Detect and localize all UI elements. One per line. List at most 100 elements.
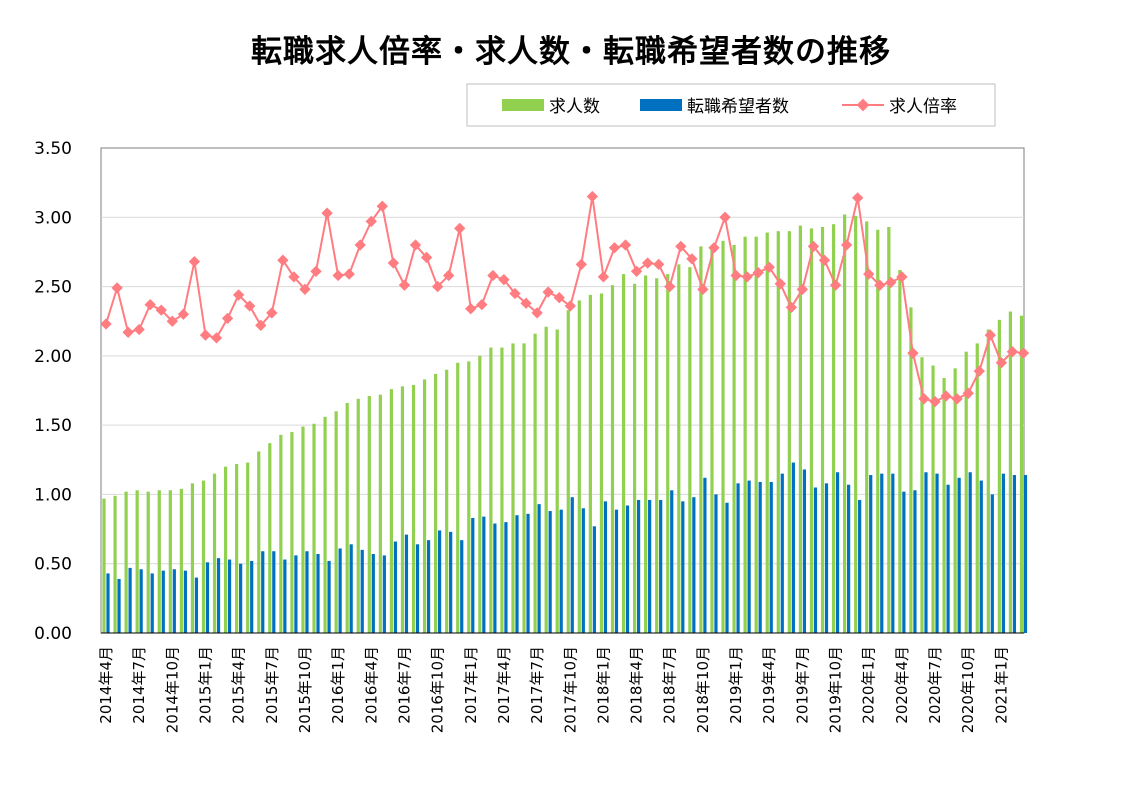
ratio-point-27 xyxy=(398,279,411,291)
bar-job-seekers-75 xyxy=(935,473,939,633)
ratio-point-4 xyxy=(144,298,156,311)
bar-job-seekers-58 xyxy=(747,480,751,633)
ratio-point-64 xyxy=(807,240,820,253)
x-tick-label-19: 2019年1月 xyxy=(727,646,745,724)
bar-job-seekers-64 xyxy=(813,487,818,633)
ratio-point-16 xyxy=(277,254,289,266)
bar-job-seekers-21 xyxy=(338,548,342,633)
bar-job-openings-47 xyxy=(621,274,626,633)
x-tick-label-8: 2016年4月 xyxy=(362,646,380,724)
ratio-point-73 xyxy=(907,347,919,359)
x-tick-label-2: 2014年10月 xyxy=(163,646,181,733)
bar-job-openings-22 xyxy=(345,402,349,633)
bar-job-seekers-37 xyxy=(515,515,519,633)
y-tick-label-2: 1.00 xyxy=(34,485,72,505)
ratio-point-35 xyxy=(487,269,499,282)
bar-job-openings-34 xyxy=(478,355,482,633)
ratio-point-72 xyxy=(896,271,908,283)
bar-job-seekers-9 xyxy=(205,562,210,633)
bar-job-openings-14 xyxy=(257,451,261,633)
bar-job-seekers-16 xyxy=(283,559,287,633)
bar-job-seekers-66 xyxy=(835,472,840,633)
bar-job-openings-67 xyxy=(843,214,847,633)
ratio-point-43 xyxy=(575,258,587,271)
bar-job-openings-75 xyxy=(931,365,935,633)
bar-job-seekers-43 xyxy=(581,508,585,633)
bar-job-seekers-5 xyxy=(161,570,165,633)
ratio-point-83 xyxy=(1017,347,1030,359)
bar-job-seekers-12 xyxy=(239,563,243,633)
x-tick-label-25: 2020年7月 xyxy=(926,646,944,724)
bar-job-openings-10 xyxy=(212,473,217,633)
bar-job-seekers-25 xyxy=(382,555,386,633)
series-job-seekers-bars xyxy=(106,462,1028,633)
bar-job-openings-20 xyxy=(323,416,327,633)
x-tick-label-7: 2016年1月 xyxy=(329,646,347,724)
bar-job-openings-15 xyxy=(268,443,272,633)
ratio-point-65 xyxy=(818,254,831,266)
ratio-point-15 xyxy=(266,307,278,319)
x-tick-label-14: 2017年10月 xyxy=(561,646,579,733)
ratio-point-41 xyxy=(553,292,565,304)
ratio-point-50 xyxy=(653,258,665,271)
x-tick-label-21: 2019年7月 xyxy=(793,646,811,724)
bar-job-seekers-15 xyxy=(272,551,276,633)
ratio-point-81 xyxy=(995,357,1008,369)
bar-job-openings-30 xyxy=(434,373,438,633)
bar-job-openings-17 xyxy=(290,432,294,633)
ratio-point-25 xyxy=(376,200,388,212)
legend-label-job-openings: 求人数 xyxy=(549,97,600,117)
bar-job-seekers-81 xyxy=(1001,473,1005,633)
bar-job-openings-56 xyxy=(721,240,725,634)
bar-job-openings-70 xyxy=(876,229,880,633)
bar-job-seekers-8 xyxy=(194,577,199,633)
bar-job-openings-42 xyxy=(566,310,570,633)
x-tick-label-3: 2015年1月 xyxy=(197,646,215,724)
bar-job-openings-50 xyxy=(655,278,659,633)
bar-job-openings-33 xyxy=(467,361,471,633)
bar-job-openings-5 xyxy=(157,490,161,633)
bar-job-seekers-36 xyxy=(504,522,508,633)
bar-job-openings-59 xyxy=(754,236,758,633)
bar-job-seekers-80 xyxy=(990,494,994,633)
bar-job-openings-57 xyxy=(732,245,736,633)
x-tick-label-9: 2016年7月 xyxy=(396,646,414,724)
bar-job-seekers-82 xyxy=(1012,475,1017,633)
bar-job-openings-78 xyxy=(964,351,968,633)
bar-job-openings-40 xyxy=(544,326,548,633)
x-tick-label-27: 2021年1月 xyxy=(992,646,1010,724)
bar-job-seekers-48 xyxy=(636,499,641,633)
bar-job-seekers-31 xyxy=(449,531,453,633)
bar-job-seekers-29 xyxy=(426,540,431,633)
bar-job-seekers-17 xyxy=(294,555,298,633)
x-tick-label-5: 2015年7月 xyxy=(263,646,281,724)
x-tick-label-20: 2019年4月 xyxy=(760,646,778,724)
ratio-point-14 xyxy=(255,319,267,332)
ratio-point-11 xyxy=(221,312,234,325)
ratio-point-34 xyxy=(476,298,488,311)
ratio-point-48 xyxy=(630,265,643,277)
bar-job-seekers-63 xyxy=(802,469,806,633)
ratio-point-28 xyxy=(409,239,422,251)
bar-job-openings-63 xyxy=(798,225,802,633)
bar-job-seekers-47 xyxy=(625,505,630,633)
bar-job-openings-12 xyxy=(235,463,239,633)
bar-job-seekers-35 xyxy=(493,523,497,633)
bar-job-openings-19 xyxy=(312,423,316,633)
ratio-point-31 xyxy=(443,269,455,282)
bar-job-openings-32 xyxy=(456,362,460,633)
bar-job-openings-58 xyxy=(743,236,747,633)
legend-swatch-job-seekers xyxy=(640,99,682,111)
bar-job-seekers-19 xyxy=(316,554,320,633)
bar-job-openings-23 xyxy=(356,398,360,633)
bar-job-openings-80 xyxy=(986,329,990,633)
bar-job-seekers-56 xyxy=(725,502,729,633)
bar-job-openings-81 xyxy=(997,319,1001,633)
bar-job-seekers-52 xyxy=(681,501,685,633)
y-tick-label-7: 3.50 xyxy=(34,139,72,159)
bar-job-openings-37 xyxy=(511,343,515,633)
ratio-point-67 xyxy=(840,239,853,251)
ratio-point-30 xyxy=(431,280,444,293)
bar-job-seekers-2 xyxy=(128,567,132,633)
